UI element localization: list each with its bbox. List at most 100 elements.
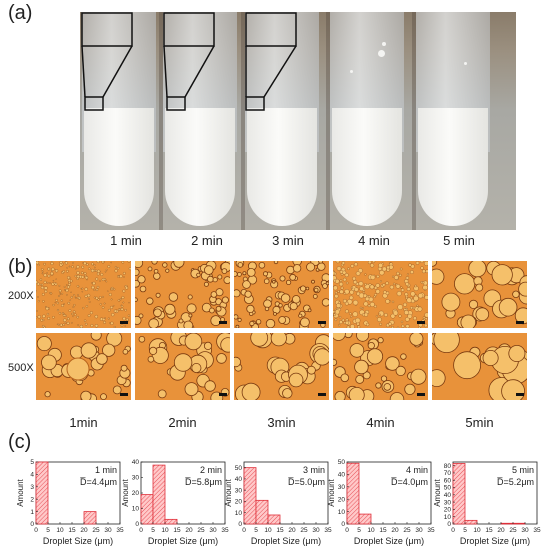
droplet <box>475 307 490 321</box>
droplet <box>42 300 45 303</box>
tube-time-label: 2 min <box>191 233 223 248</box>
y-tick-label: 0 <box>238 521 242 528</box>
droplet <box>39 278 43 281</box>
droplet <box>334 291 338 295</box>
x-tick-label: 25 <box>403 527 411 534</box>
droplet <box>151 261 158 265</box>
droplet <box>95 277 99 281</box>
droplet <box>345 320 350 325</box>
droplet <box>237 271 242 277</box>
droplet <box>127 314 130 317</box>
droplet <box>184 333 203 351</box>
droplet <box>285 279 292 285</box>
y-tick-label: 3 <box>30 484 34 491</box>
droplet <box>58 285 61 287</box>
droplet <box>393 282 396 286</box>
droplet <box>355 375 365 384</box>
micrograph-time-label: 5min <box>465 415 494 430</box>
droplet <box>55 299 58 302</box>
droplet <box>397 304 403 310</box>
x-tick-label: 10 <box>367 527 375 534</box>
y-tick-label: 4 <box>30 472 34 479</box>
droplet <box>263 278 270 285</box>
droplet <box>135 280 140 288</box>
droplet <box>242 271 247 276</box>
droplet <box>355 271 361 276</box>
air-bubble <box>464 62 467 65</box>
droplet <box>41 270 44 273</box>
y-tick-label: 30 <box>444 499 452 506</box>
x-tick-label: 30 <box>521 527 529 534</box>
droplet <box>76 316 79 319</box>
droplet <box>120 307 124 311</box>
droplet <box>81 265 85 269</box>
droplet <box>112 385 122 395</box>
droplet <box>117 267 120 270</box>
droplet <box>83 261 87 266</box>
mean-diameter-annotation: D̅=5.0μm <box>288 477 325 487</box>
droplet <box>76 271 80 275</box>
droplet <box>364 273 367 276</box>
droplet <box>425 269 428 274</box>
droplet <box>333 271 336 276</box>
droplet <box>389 285 394 290</box>
droplet <box>361 307 364 310</box>
droplet <box>64 289 67 291</box>
tube-2 <box>159 12 237 230</box>
droplet <box>72 262 74 264</box>
droplet <box>518 281 527 297</box>
droplet <box>128 267 131 271</box>
droplet <box>405 276 410 280</box>
histogram-bar <box>452 463 466 525</box>
y-tick-label: 50 <box>444 485 452 492</box>
droplet <box>102 317 106 321</box>
y-tick-label: 2 <box>30 496 34 503</box>
x-tick-label: 15 <box>276 527 284 534</box>
droplet <box>348 387 365 400</box>
droplet <box>400 353 407 360</box>
droplet <box>128 302 130 304</box>
x-tick-label: 15 <box>379 527 387 534</box>
droplet <box>384 313 388 317</box>
droplet <box>107 290 109 292</box>
droplet <box>46 281 49 284</box>
droplet <box>74 296 77 298</box>
x-tick-label: 35 <box>221 527 229 534</box>
droplet <box>80 342 97 359</box>
droplet <box>468 261 487 278</box>
droplet <box>66 321 70 325</box>
droplet <box>113 326 116 328</box>
droplet <box>382 283 386 287</box>
droplet <box>88 301 91 303</box>
y-tick-label: 10 <box>444 514 452 521</box>
droplet <box>370 263 375 268</box>
droplet <box>79 324 84 328</box>
x-tick-label: 0 <box>451 527 455 534</box>
droplet <box>271 279 276 284</box>
droplet <box>212 277 218 283</box>
droplet <box>76 296 80 299</box>
droplet <box>350 264 355 268</box>
droplet <box>424 261 428 266</box>
droplet <box>99 279 101 282</box>
droplet <box>153 269 159 274</box>
y-axis-label: Amount <box>224 478 233 506</box>
droplet <box>46 312 50 316</box>
droplet <box>242 280 251 289</box>
droplet <box>367 304 371 308</box>
droplet <box>306 262 316 272</box>
droplet <box>119 274 123 278</box>
droplet <box>325 281 329 286</box>
droplet <box>289 273 297 281</box>
droplet <box>118 275 120 277</box>
droplet <box>383 383 392 391</box>
droplet <box>149 346 158 355</box>
droplet <box>433 333 460 353</box>
droplet <box>386 265 390 270</box>
scale-bar <box>516 393 524 396</box>
tube-4 <box>326 12 404 230</box>
x-axis-label: Droplet Size (μm) <box>354 536 424 546</box>
droplet <box>413 316 417 321</box>
y-axis-label: Amount <box>16 478 25 506</box>
droplet <box>349 312 352 315</box>
